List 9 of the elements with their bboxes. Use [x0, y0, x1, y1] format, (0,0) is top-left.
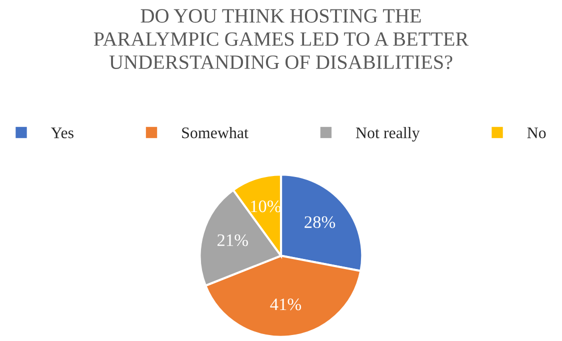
chart-title: DO YOU THINK HOSTING THE PARALYMPIC GAMES LED TO A BETTER UNDERSTANDING OF DISABILITIES?	[94, 9, 469, 70]
legend-label: Somewhat	[182, 127, 248, 138]
legend-label: Yes	[50, 128, 74, 138]
data-label: 10%	[251, 200, 281, 212]
legend-label: No	[527, 128, 546, 138]
data-label: 41%	[270, 298, 302, 310]
data-label: 21%	[218, 234, 248, 246]
legend-label: Not really	[356, 127, 420, 142]
data-label: 28%	[304, 216, 336, 228]
